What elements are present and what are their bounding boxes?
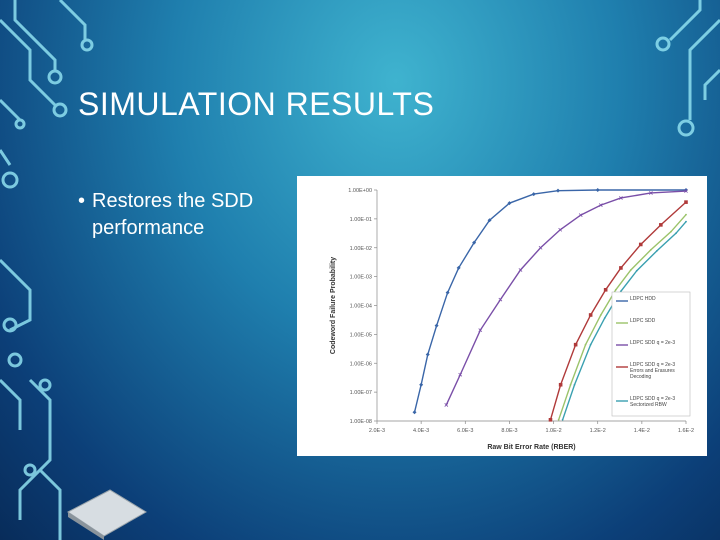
legend-entry: LDPC SDD q = 2e-3 Sectorized RBW: [630, 396, 676, 408]
marker: [498, 297, 503, 302]
slide-title: SIMULATION RESULTS: [78, 86, 435, 122]
legend-entry: LDPC SDD: [630, 318, 656, 324]
x-tick-label: 1.0E-2: [545, 428, 561, 434]
legend-label: LDPC HDD: [630, 296, 656, 302]
marker: [478, 328, 483, 333]
marker: [685, 213, 687, 216]
marker: [507, 201, 512, 206]
marker: [684, 200, 688, 204]
x-tick-label: 6.0E-3: [457, 428, 473, 434]
x-tick-label: 8.0E-3: [501, 428, 517, 434]
marker: [487, 218, 492, 223]
marker: [598, 203, 603, 207]
legend-label: LDPC SDD q = 2e-3: [630, 340, 676, 346]
marker: [675, 232, 677, 235]
marker: [558, 227, 563, 232]
marker: [684, 189, 688, 193]
y-tick-label: 1.00E-03: [350, 275, 372, 281]
marker: [685, 220, 687, 223]
marker: [573, 342, 578, 347]
legend-entry: LDPC SDD q = 2e-3: [630, 340, 676, 346]
marker: [649, 191, 653, 195]
marker: [650, 248, 652, 251]
marker: [531, 192, 536, 197]
marker: [456, 265, 461, 270]
marker: [614, 288, 617, 291]
marker: [412, 410, 417, 415]
x-tick-label: 1.4E-2: [634, 428, 650, 434]
y-tick-label: 1.00E-08: [350, 419, 372, 425]
marker: [569, 383, 572, 386]
x-tick-label: 1.2E-2: [590, 428, 606, 434]
marker: [445, 290, 450, 295]
marker: [472, 240, 477, 245]
marker: [584, 343, 587, 346]
marker: [561, 418, 564, 421]
marker: [458, 372, 463, 377]
x-axis-label: Raw Bit Error Rate (RBER): [487, 444, 575, 451]
marker: [578, 213, 583, 217]
marker: [434, 323, 439, 328]
marker: [638, 242, 643, 247]
marker: [603, 317, 606, 319]
marker: [655, 249, 658, 252]
legend-label: LDPC SDD q = 2e-3 Errors and Erasures De…: [630, 362, 676, 380]
x-tick-label: 2.0E-3: [369, 428, 385, 434]
marker: [595, 188, 600, 192]
legend-entry: LDPC HDD: [630, 296, 656, 302]
y-tick-label: 1.00E-06: [350, 361, 372, 367]
marker: [548, 418, 553, 422]
marker: [558, 382, 563, 387]
legend-entry: LDPC SDD q = 2e-3 Errors and Erasures De…: [630, 362, 676, 380]
marker: [619, 196, 623, 200]
legend-box: [611, 291, 691, 417]
marker: [538, 245, 543, 250]
x-tick-label: 1.6E-2: [678, 428, 694, 434]
marker: [619, 266, 623, 270]
y-tick-label: 1.00E-02: [350, 246, 372, 252]
y-tick-label: 1.00E-05: [350, 332, 372, 338]
marker: [419, 382, 424, 387]
marker: [635, 269, 638, 272]
marker: [599, 314, 602, 316]
marker: [518, 268, 523, 272]
series-line: [445, 190, 687, 406]
marker: [603, 287, 608, 292]
y-tick-label: 1.00E-01: [350, 217, 372, 223]
marker: [659, 223, 663, 227]
marker: [573, 383, 576, 386]
legend-label: LDPC SDD q = 2e-3 Sectorized RBW: [630, 396, 676, 408]
marker: [588, 313, 593, 317]
y-axis-label: Codeword Failure Probability: [330, 257, 337, 354]
marker: [629, 269, 632, 271]
legend-label: LDPC SDD: [630, 318, 656, 324]
y-tick-label: 1.00E+00: [348, 188, 372, 194]
marker: [555, 188, 560, 193]
marker: [670, 230, 672, 233]
x-tick-label: 4.0E-3: [413, 428, 429, 434]
bullet: Restores the SDD performance: [78, 188, 307, 242]
y-tick-label: 1.00E-04: [350, 304, 372, 310]
y-tick-label: 1.00E-07: [350, 390, 372, 396]
marker: [444, 403, 449, 407]
marker: [557, 418, 560, 421]
marker: [425, 352, 430, 357]
marker: [589, 343, 592, 346]
